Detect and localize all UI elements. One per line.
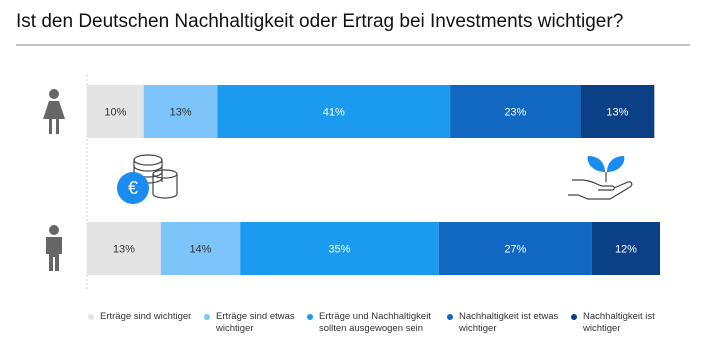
man-icon <box>46 225 62 271</box>
bar-segment <box>591 222 660 275</box>
bar-segment <box>580 85 655 138</box>
plant-hand-icon <box>568 156 633 200</box>
legend-swatch <box>204 314 210 320</box>
value-label: 13% <box>113 243 135 255</box>
bar-segment <box>217 85 451 138</box>
bar-segment <box>87 222 161 275</box>
value-label: 10% <box>104 106 126 118</box>
bar-segment <box>240 222 439 275</box>
chart-title: Ist den Deutschen Nachhaltigkeit oder Er… <box>16 11 623 32</box>
legend-item: Erträge sind wichtiger <box>88 311 198 323</box>
legend-label: Nachhaltigkeit ist etwas wichtiger <box>459 311 559 334</box>
legend-label: Erträge und Nachhaltigkeit sollten ausge… <box>319 311 431 334</box>
bar-segment <box>450 85 581 138</box>
legend-label: Nachhaltigkeit ist wichtiger <box>583 311 655 334</box>
legend-swatch <box>571 314 577 320</box>
value-label: 35% <box>328 243 350 255</box>
legend-label: Erträge sind etwas wichtiger <box>216 311 295 334</box>
euro-sign: € <box>128 178 138 198</box>
legend-swatch <box>447 314 453 320</box>
bar-segment <box>160 222 241 275</box>
value-label: 27% <box>504 243 526 255</box>
bar-segment <box>438 222 592 275</box>
legend-label: Erträge sind wichtiger <box>100 311 192 322</box>
legend-item: Erträge und Nachhaltigkeit sollten ausge… <box>307 311 442 335</box>
value-label: 23% <box>504 106 526 118</box>
value-label: 41% <box>323 106 345 118</box>
legend-item: Nachhaltigkeit ist wichtiger <box>571 311 671 335</box>
value-label: 13% <box>170 106 192 118</box>
legend-swatch <box>88 314 94 320</box>
legend-item: Erträge sind etwas wichtiger <box>204 311 299 335</box>
woman-icon <box>43 89 65 134</box>
bar-segment <box>87 85 144 138</box>
value-label: 13% <box>606 106 628 118</box>
value-label: 12% <box>615 243 637 255</box>
legend-swatch <box>307 314 313 320</box>
value-label: 14% <box>189 243 211 255</box>
euro-coin <box>117 172 149 204</box>
legend-item: Nachhaltigkeit ist etwas wichtiger <box>447 311 562 335</box>
bar-segment <box>143 85 218 138</box>
